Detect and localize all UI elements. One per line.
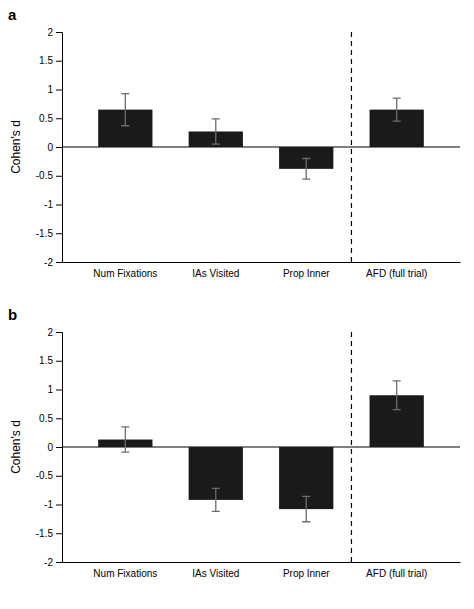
x-tick-label: IAs Visited xyxy=(192,568,239,579)
y-tick-mark xyxy=(56,233,62,234)
y-axis-line xyxy=(56,33,63,263)
chart-svg: -2 -1.5 -1 -0.5 0 0.5 1 1.5 2 Num Fixations IAs Vi… xyxy=(0,0,474,609)
y-axis-line xyxy=(56,333,63,563)
plot-area xyxy=(62,332,460,562)
y-tick: -1 xyxy=(44,499,62,510)
error-bar xyxy=(393,98,401,121)
y-tick: -1.5 xyxy=(36,528,62,539)
y-tick-label: 0 xyxy=(47,142,53,153)
y-tick-mark xyxy=(56,61,62,62)
y-tick: -1.5 xyxy=(36,228,62,239)
y-tick-label: 0.5 xyxy=(39,113,53,124)
y-tick-label: 1 xyxy=(47,84,53,95)
y-tick-label: -2 xyxy=(44,557,53,568)
panel: -2 -1.5 -1 -0.5 0 0.5 1 1.5 2 Num Fixations IAs Vi… xyxy=(8,306,461,579)
x-tick: Num Fixations xyxy=(93,268,157,279)
y-tick-label: -0.5 xyxy=(36,170,54,181)
y-tick-mark xyxy=(56,176,62,177)
x-tick: AFD (full trial) xyxy=(366,268,427,279)
separator-line xyxy=(351,32,352,262)
y-tick: 2 xyxy=(47,327,62,338)
y-tick: 0.5 xyxy=(39,413,62,424)
x-tick-label: Num Fixations xyxy=(93,568,157,579)
y-tick-label: 2 xyxy=(47,27,53,38)
y-tick-mark xyxy=(56,505,62,506)
error-bar xyxy=(393,381,401,410)
x-tick-label: IAs Visited xyxy=(192,268,239,279)
y-tick-mark xyxy=(56,118,62,119)
x-axis: Num Fixations IAs Visited Prop Inner AFD (f… xyxy=(63,563,461,580)
panel-label: a xyxy=(8,6,17,23)
y-tick: 1 xyxy=(47,84,62,95)
y-tick: -2 xyxy=(44,257,62,268)
error-bar xyxy=(212,488,220,511)
y-tick-mark xyxy=(56,332,62,333)
y-tick-label: -1.5 xyxy=(36,528,54,539)
x-tick: IAs Visited xyxy=(192,568,239,579)
x-axis: Num Fixations IAs Visited Prop Inner AFD (f… xyxy=(63,263,461,280)
y-tick-label: 2 xyxy=(47,327,53,338)
y-axis: -2 -1.5 -1 -0.5 0 0.5 1 1.5 2 xyxy=(36,327,63,568)
x-tick: AFD (full trial) xyxy=(366,568,427,579)
y-tick-label: -2 xyxy=(44,257,53,268)
y-tick-mark xyxy=(56,361,62,362)
x-tick: IAs Visited xyxy=(192,268,239,279)
y-tick-label: 1.5 xyxy=(39,355,53,366)
panel: -2 -1.5 -1 -0.5 0 0.5 1 1.5 2 Num Fixations IAs Vi… xyxy=(8,6,461,279)
y-axis: -2 -1.5 -1 -0.5 0 0.5 1 1.5 2 xyxy=(36,27,63,268)
y-tick-label: -1 xyxy=(44,499,53,510)
y-tick: -2 xyxy=(44,557,62,568)
y-tick-mark xyxy=(56,32,62,33)
y-tick-label: 1.5 xyxy=(39,55,53,66)
y-tick: 1.5 xyxy=(39,55,62,66)
y-tick-label: 0.5 xyxy=(39,413,53,424)
y-tick: -0.5 xyxy=(36,470,62,481)
x-tick-label: Prop Inner xyxy=(283,268,330,279)
y-tick-mark xyxy=(56,447,62,448)
y-tick-label: -0.5 xyxy=(36,470,54,481)
y-tick-mark xyxy=(56,562,62,563)
error-bar xyxy=(302,496,310,521)
y-tick: 0 xyxy=(47,142,62,153)
y-tick: 2 xyxy=(47,27,62,38)
y-tick-mark xyxy=(56,205,62,206)
y-tick: 1.5 xyxy=(39,355,62,366)
error-bar xyxy=(121,427,129,452)
separator-line xyxy=(351,332,352,562)
y-tick-mark xyxy=(56,476,62,477)
error-bar xyxy=(121,94,129,126)
y-tick-label: 0 xyxy=(47,442,53,453)
y-tick: 1 xyxy=(47,384,62,395)
y-tick-mark xyxy=(56,262,62,263)
y-tick: 0 xyxy=(47,442,62,453)
x-tick-label: AFD (full trial) xyxy=(366,268,427,279)
y-tick-mark xyxy=(56,533,62,534)
error-bar xyxy=(302,159,310,180)
x-axis-line xyxy=(63,562,461,563)
x-axis-line xyxy=(63,262,461,263)
x-tick: Num Fixations xyxy=(93,568,157,579)
y-tick: 0.5 xyxy=(39,113,62,124)
x-tick: Prop Inner xyxy=(283,568,330,579)
error-bar xyxy=(212,119,220,144)
y-tick: -0.5 xyxy=(36,170,62,181)
x-tick-label: Prop Inner xyxy=(283,568,330,579)
y-tick-mark xyxy=(56,418,62,419)
y-tick-label: -1.5 xyxy=(36,228,54,239)
plot-area xyxy=(62,32,460,262)
y-tick-label: -1 xyxy=(44,199,53,210)
x-tick-label: AFD (full trial) xyxy=(366,568,427,579)
y-tick-mark xyxy=(56,90,62,91)
y-tick-mark xyxy=(56,147,62,148)
y-tick-mark xyxy=(56,390,62,391)
panel-label: b xyxy=(8,306,17,323)
y-axis-title: Cohen's d xyxy=(9,420,23,474)
y-tick-label: 1 xyxy=(47,384,53,395)
x-tick-label: Num Fixations xyxy=(93,268,157,279)
y-tick: -1 xyxy=(44,199,62,210)
x-tick: Prop Inner xyxy=(283,268,330,279)
y-axis-title: Cohen's d xyxy=(9,120,23,174)
